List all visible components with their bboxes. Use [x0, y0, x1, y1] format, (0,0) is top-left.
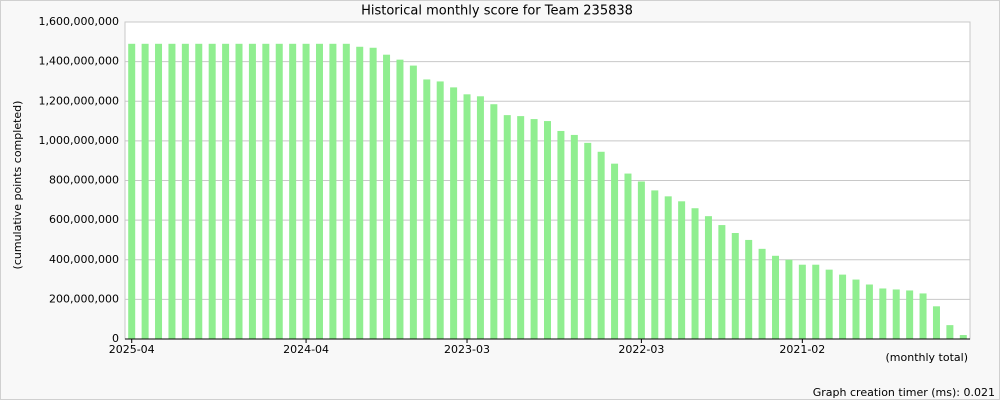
bar	[745, 239, 753, 339]
bar	[262, 43, 270, 339]
bar	[772, 255, 780, 339]
bar	[959, 335, 967, 339]
bar	[718, 225, 726, 339]
bar	[892, 289, 900, 339]
bar	[678, 201, 686, 339]
bar	[624, 173, 632, 339]
x-axis-label: (monthly total)	[886, 351, 969, 364]
bar	[235, 43, 243, 339]
bar	[570, 134, 578, 339]
y-tick-label: 1,200,000,000	[39, 94, 119, 107]
bar	[490, 104, 498, 339]
bar	[839, 274, 847, 339]
bar	[651, 190, 659, 339]
bar	[812, 264, 820, 339]
bar	[932, 306, 940, 339]
y-axis-label: (cumulative points completed)	[11, 101, 24, 270]
bar	[369, 47, 377, 339]
bar	[825, 269, 833, 339]
bar	[919, 293, 927, 339]
bar	[664, 196, 672, 339]
bar	[128, 43, 136, 339]
bar	[637, 181, 645, 339]
bar	[597, 151, 605, 339]
footer: Graph creation timer (ms): 0.021	[813, 386, 995, 399]
bar	[865, 284, 873, 339]
y-tick-label: 1,600,000,000	[39, 15, 119, 28]
bar	[517, 116, 525, 339]
bar	[906, 290, 914, 339]
bar	[181, 43, 189, 339]
bar	[584, 142, 592, 339]
bar	[208, 43, 216, 339]
chart-title: Historical monthly score for Team 235838	[361, 4, 633, 19]
bar	[383, 54, 391, 340]
bar	[463, 94, 471, 339]
bar	[798, 264, 806, 339]
y-tick-label: 200,000,000	[49, 292, 119, 305]
y-tick-label: 1,400,000,000	[39, 55, 119, 68]
bar	[396, 59, 404, 340]
bar	[342, 43, 350, 339]
bar	[879, 288, 887, 339]
y-tick-label: 600,000,000	[49, 213, 119, 226]
x-tick-label: 2021-02	[779, 343, 825, 356]
bar	[423, 79, 431, 340]
bar	[248, 43, 256, 339]
bar	[315, 43, 323, 339]
bar	[731, 233, 739, 339]
bar	[289, 43, 297, 339]
bar	[155, 43, 163, 339]
bar	[195, 43, 203, 339]
bar	[852, 279, 860, 339]
bar	[476, 96, 484, 339]
bar	[530, 119, 538, 339]
bar	[704, 216, 712, 339]
bar	[691, 208, 699, 339]
y-tick-label: 800,000,000	[49, 174, 119, 187]
y-tick-label: 1,000,000,000	[39, 134, 119, 147]
bar	[409, 65, 417, 340]
x-tick-label: 2024-04	[283, 343, 329, 356]
bar	[168, 43, 176, 339]
bar	[785, 259, 793, 339]
x-tick-label: 2025-04	[109, 343, 155, 356]
bar	[544, 121, 551, 339]
bar	[758, 248, 766, 339]
bar	[503, 115, 511, 340]
x-tick-label: 2023-03	[444, 343, 490, 356]
y-tick-label: 400,000,000	[49, 253, 119, 266]
bar	[329, 43, 337, 339]
bar	[450, 87, 458, 339]
bar	[611, 163, 619, 339]
bar	[141, 43, 149, 339]
x-tick-label: 2022-03	[618, 343, 664, 356]
bar	[946, 325, 954, 339]
bar	[275, 43, 283, 339]
bar	[356, 46, 364, 339]
bar	[436, 81, 444, 339]
y-tick-label: 0	[112, 332, 119, 345]
bar	[222, 43, 230, 339]
bar	[302, 43, 310, 339]
bar	[557, 130, 565, 339]
